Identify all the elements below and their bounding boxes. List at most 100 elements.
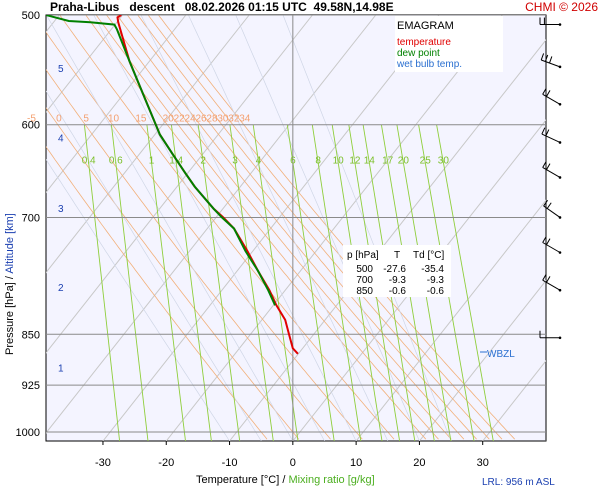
isotherm-line bbox=[355, 199, 546, 441]
wind-barb-point bbox=[558, 251, 562, 254]
legend-dewpoint: dew point bbox=[397, 48, 440, 59]
dry-adiabat-line bbox=[126, 15, 477, 440]
x-tick-label: 30 bbox=[477, 457, 489, 469]
isotherm-line bbox=[229, 39, 546, 441]
mixing-ratio-label: 3 bbox=[232, 156, 238, 167]
x-tick-label: -30 bbox=[95, 457, 111, 469]
moist-adiabat-line bbox=[46, 90, 262, 441]
dry-adiabat-label: 5 bbox=[83, 114, 89, 125]
dry-adiabat-line bbox=[95, 15, 439, 440]
wind-barb-point bbox=[558, 176, 562, 179]
table-header-p: p [hPa] bbox=[347, 250, 379, 261]
mixing-ratio-line bbox=[311, 124, 362, 441]
mixing-ratio-label: 12 bbox=[349, 156, 361, 167]
dry-adiabat-label: 24 bbox=[185, 114, 197, 125]
dry-adiabat-label: 0 bbox=[56, 114, 62, 125]
wind-barbs bbox=[539, 17, 562, 340]
dry-adiabat-label: 28 bbox=[206, 114, 218, 125]
table-cell: -0.6 bbox=[427, 286, 445, 297]
wind-barb-point bbox=[558, 288, 562, 292]
wbzl-label: WBZL bbox=[487, 349, 515, 360]
dry-adiabat-line bbox=[46, 31, 363, 440]
mixing-ratio-label: 14 bbox=[364, 156, 376, 167]
wind-barb-flag bbox=[546, 202, 552, 209]
x-tick-label: -20 bbox=[158, 457, 174, 469]
mixing-ratio-label: 1 bbox=[149, 156, 155, 167]
isotherm-line bbox=[46, 15, 123, 113]
wind-barb-staff bbox=[542, 93, 561, 105]
mixing-ratio-label: 4 bbox=[256, 156, 262, 167]
y-tick-label: 600 bbox=[22, 120, 40, 132]
wind-barb-flag bbox=[546, 163, 551, 170]
mixing-ratio-label: 10 bbox=[333, 156, 345, 167]
mixing-ratio-line bbox=[197, 124, 241, 441]
wind-barb-point bbox=[558, 65, 562, 69]
dry-adiabat-line bbox=[85, 15, 427, 440]
mixing-ratio-line bbox=[83, 124, 121, 441]
wind-barb-point bbox=[558, 336, 562, 340]
y-axis-label: Pressure [hPa] / Altitude [km] bbox=[4, 213, 16, 355]
wind-barb-staff bbox=[542, 279, 561, 291]
isotherm-line bbox=[292, 119, 546, 441]
mixing-ratio-label: 0.4 bbox=[82, 156, 96, 167]
chart-header: Praha-Libus descent 08.02.2026 01:15 UTC… bbox=[50, 0, 394, 14]
table-cell: -35.4 bbox=[421, 264, 444, 275]
sounding-mode: descent bbox=[129, 0, 175, 14]
isotherm-line bbox=[46, 15, 250, 274]
mixing-ratio-label: 17 bbox=[382, 156, 394, 167]
table-cell: -27.6 bbox=[383, 264, 406, 275]
grid-lines bbox=[46, 15, 546, 441]
data-table: p [hPa] T Td [°C] 500 -27.6 -35.4 700 -9… bbox=[343, 245, 451, 297]
mixing-ratio-label: 30 bbox=[438, 156, 450, 167]
x-axis-label: Temperature [°C] / Mixing ratio [g/kg] bbox=[196, 474, 375, 486]
wind-barb-point bbox=[558, 102, 562, 106]
altitude-tick-label: 3 bbox=[58, 204, 64, 215]
dry-adiabat-line bbox=[106, 15, 452, 440]
table-cell: -9.3 bbox=[427, 275, 445, 286]
mixing-ratio-label: 20 bbox=[398, 156, 410, 167]
y-tick-label: 925 bbox=[22, 380, 40, 392]
station-name: Praha-Libus bbox=[50, 0, 120, 14]
sounding-datetime: 08.02.2026 01:15 UTC bbox=[184, 0, 307, 14]
wind-barb-flag bbox=[542, 87, 547, 95]
mixing-ratio-label: 8 bbox=[315, 156, 321, 167]
table-header-t: T bbox=[394, 250, 400, 261]
wind-barb-staff bbox=[541, 59, 561, 68]
table-cell: 700 bbox=[356, 275, 373, 286]
isotherm-line bbox=[545, 440, 546, 441]
mixing-ratio-label: 2 bbox=[200, 156, 206, 167]
moist-adiabat-line bbox=[188, 15, 389, 441]
altitude-tick-label: 1 bbox=[58, 363, 64, 374]
x-tick-label: -10 bbox=[222, 457, 238, 469]
wind-barb-flag bbox=[544, 54, 549, 62]
y-axis-altitude: Altitude [km] bbox=[4, 213, 16, 274]
y-tick-label: 850 bbox=[22, 329, 40, 341]
mixing-ratio-line bbox=[436, 124, 494, 441]
sounding-location: 49.58N,14.98E bbox=[313, 0, 394, 14]
plot-area bbox=[45, 14, 547, 442]
x-tick-label: 0 bbox=[290, 457, 296, 469]
wind-barb-point bbox=[558, 216, 562, 219]
table-cell: 850 bbox=[356, 286, 373, 297]
dry-adiabat-line bbox=[46, 107, 300, 440]
mixing-ratio-line bbox=[229, 124, 274, 441]
mixing-ratio-line bbox=[146, 124, 186, 441]
y-tick-label: 500 bbox=[22, 10, 40, 22]
lrl-label: LRL: 956 m ASL bbox=[482, 477, 555, 488]
mixing-ratio-line bbox=[252, 124, 299, 441]
wind-barb-flag bbox=[545, 129, 550, 137]
wind-barb-flag bbox=[543, 199, 549, 207]
wind-barb-point bbox=[558, 23, 562, 26]
wind-barb-staff bbox=[542, 242, 561, 253]
moist-adiabat-line bbox=[46, 15, 294, 441]
x-axis-mixing: Mixing ratio [g/kg] bbox=[288, 474, 374, 486]
dry-adiabat-label: 20 bbox=[163, 114, 175, 125]
isotherm-line bbox=[165, 15, 503, 441]
mixing-ratio-label: 6 bbox=[290, 156, 296, 167]
isotherm-line bbox=[46, 15, 187, 194]
mixing-ratio-label: 0.6 bbox=[109, 156, 123, 167]
dry-adiabat-label: 10 bbox=[108, 114, 120, 125]
wind-barb-flag bbox=[546, 276, 551, 283]
